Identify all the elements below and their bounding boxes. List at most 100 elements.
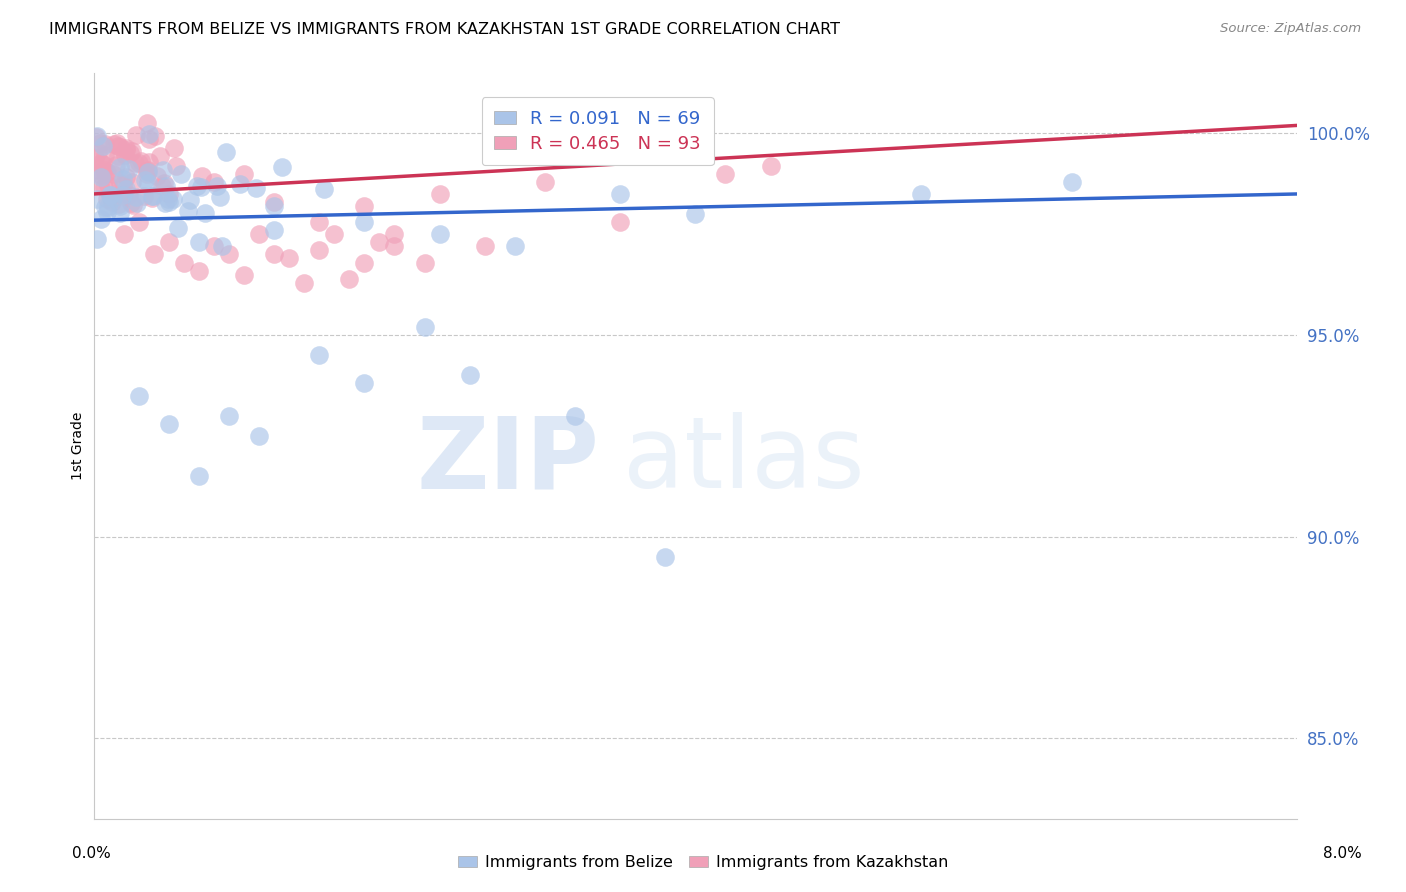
Point — [108, 176, 131, 190]
Point — [96, 165, 118, 179]
Point — [193, 206, 215, 220]
Point — [127, 195, 149, 210]
Point — [142, 188, 165, 202]
Point — [93, 136, 115, 151]
Point — [110, 206, 132, 220]
Point — [115, 182, 138, 196]
Point — [112, 178, 135, 193]
Point — [104, 158, 127, 172]
Point — [353, 376, 375, 391]
Point — [654, 549, 676, 564]
Point — [90, 156, 112, 170]
Point — [152, 163, 174, 178]
Point — [263, 199, 285, 213]
Point — [759, 159, 782, 173]
Point — [128, 215, 150, 229]
Point — [118, 187, 141, 202]
Legend: Immigrants from Belize, Immigrants from Kazakhstan: Immigrants from Belize, Immigrants from … — [451, 849, 955, 877]
Point — [86, 128, 108, 143]
Point — [135, 163, 157, 178]
Point — [89, 136, 111, 150]
Point — [308, 348, 330, 362]
Point — [114, 169, 136, 184]
Point — [155, 179, 177, 194]
Point — [233, 268, 256, 282]
Point — [125, 190, 148, 204]
Point — [368, 235, 391, 250]
Text: 8.0%: 8.0% — [1323, 846, 1362, 861]
Point — [112, 188, 135, 202]
Point — [138, 128, 160, 142]
Point — [156, 192, 179, 206]
Point — [96, 192, 118, 206]
Point — [138, 132, 160, 146]
Point — [292, 276, 315, 290]
Point — [141, 190, 163, 204]
Point — [247, 227, 270, 242]
Legend: R = 0.091   N = 69, R = 0.465   N = 93: R = 0.091 N = 69, R = 0.465 N = 93 — [482, 97, 714, 165]
Point — [136, 116, 159, 130]
Point — [190, 169, 212, 183]
Point — [153, 176, 176, 190]
Point — [115, 143, 138, 157]
Point — [96, 205, 118, 219]
Point — [163, 141, 186, 155]
Point — [413, 255, 436, 269]
Point — [115, 141, 138, 155]
Point — [94, 148, 117, 162]
Point — [263, 247, 285, 261]
Point — [353, 255, 375, 269]
Point — [179, 193, 201, 207]
Point — [157, 195, 180, 210]
Point — [122, 198, 145, 212]
Text: ZIP: ZIP — [416, 412, 599, 509]
Point — [86, 192, 108, 206]
Text: IMMIGRANTS FROM BELIZE VS IMMIGRANTS FROM KAZAKHSTAN 1ST GRADE CORRELATION CHART: IMMIGRANTS FROM BELIZE VS IMMIGRANTS FRO… — [49, 22, 841, 37]
Point — [157, 417, 180, 431]
Point — [229, 178, 252, 192]
Point — [177, 203, 200, 218]
Point — [108, 199, 131, 213]
Point — [165, 159, 187, 173]
Point — [157, 186, 180, 201]
Point — [93, 180, 115, 194]
Point — [87, 145, 110, 159]
Point — [205, 179, 228, 194]
Point — [124, 156, 146, 170]
Point — [120, 196, 142, 211]
Point — [188, 235, 211, 250]
Point — [263, 194, 285, 209]
Point — [111, 172, 134, 186]
Point — [263, 223, 285, 237]
Point — [278, 252, 301, 266]
Point — [218, 409, 240, 423]
Point — [910, 186, 932, 201]
Point — [108, 160, 131, 174]
Point — [100, 195, 122, 210]
Point — [98, 188, 121, 202]
Point — [534, 175, 557, 189]
Point — [218, 247, 240, 261]
Point — [107, 138, 129, 153]
Point — [128, 388, 150, 402]
Point — [314, 182, 336, 196]
Point — [90, 169, 112, 183]
Point — [107, 149, 129, 163]
Point — [94, 200, 117, 214]
Point — [132, 188, 155, 202]
Point — [134, 173, 156, 187]
Point — [145, 169, 167, 184]
Point — [190, 180, 212, 194]
Point — [1060, 175, 1083, 189]
Point — [429, 186, 451, 201]
Point — [202, 175, 225, 189]
Point — [89, 178, 111, 192]
Point — [114, 147, 136, 161]
Point — [162, 192, 184, 206]
Point — [112, 227, 135, 242]
Point — [128, 155, 150, 169]
Point — [685, 207, 707, 221]
Text: Source: ZipAtlas.com: Source: ZipAtlas.com — [1220, 22, 1361, 36]
Point — [136, 163, 159, 178]
Point — [149, 149, 172, 163]
